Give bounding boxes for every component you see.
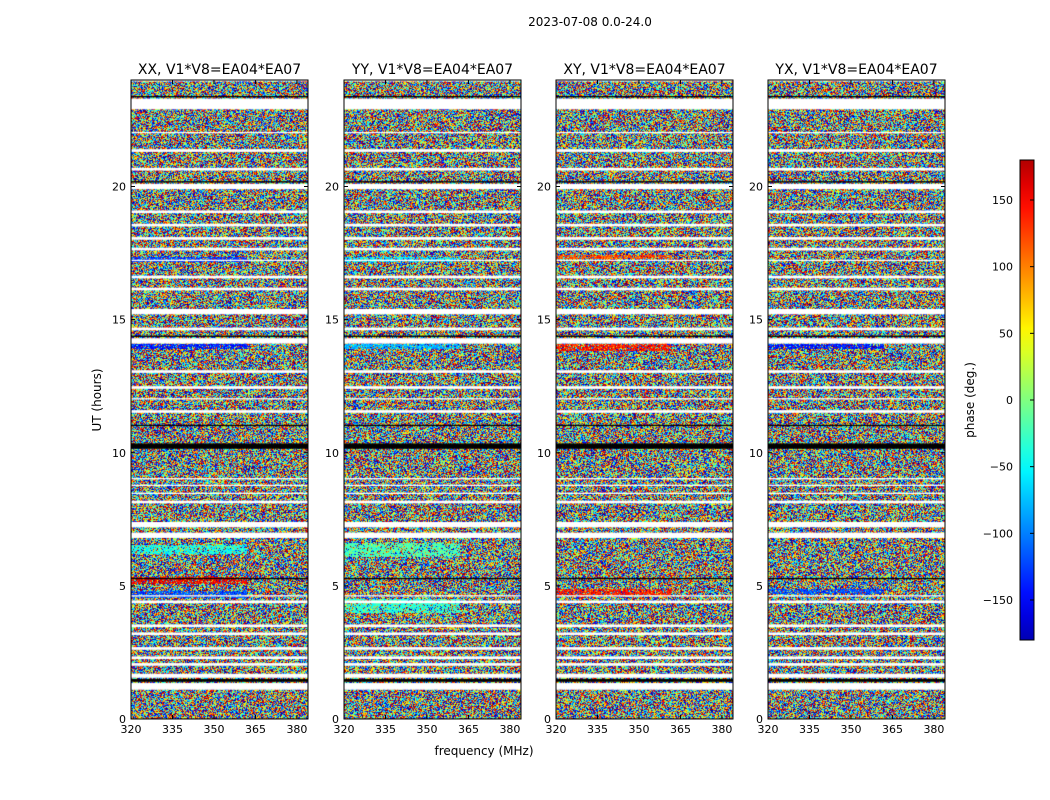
colorbar-tick-label: 100 bbox=[992, 261, 1013, 274]
panel-title: YY, V1*V8=EA04*EA07 bbox=[351, 62, 513, 78]
panel-frame bbox=[130, 79, 309, 720]
y-tick-label: 0 bbox=[756, 713, 763, 726]
phase-heatmap-xy bbox=[556, 80, 733, 719]
x-tick-label: 335 bbox=[587, 723, 608, 736]
panel-title: XY, V1*V8=EA04*EA07 bbox=[563, 62, 725, 78]
x-tick-label: 335 bbox=[375, 723, 396, 736]
panel-xy: XY, V1*V8=EA04*EA07 320 335 350 365 380 0 5 10 15… bbox=[537, 62, 734, 736]
colorbar-ticks: −150 −100 −50 0 50 100 150 bbox=[983, 194, 1034, 607]
y-tick-label: 10 bbox=[112, 447, 126, 460]
phase-heatmap-yx bbox=[768, 80, 945, 719]
y-tick-label: 15 bbox=[112, 314, 126, 327]
x-tick-label: 380 bbox=[286, 723, 307, 736]
panel-frame bbox=[555, 79, 734, 720]
x-tick-label: 380 bbox=[923, 723, 944, 736]
x-tick-label: 365 bbox=[458, 723, 479, 736]
panel-xx: XX, V1*V8=EA04*EA07 320 335 350 365 380 0 5 10 15… bbox=[112, 62, 309, 736]
panel-yx: YX, V1*V8=EA04*EA07 320 335 350 365 380 0 5 10 15… bbox=[749, 62, 946, 736]
phase-heatmap-xx bbox=[131, 80, 308, 719]
x-tick-label: 335 bbox=[162, 723, 183, 736]
y-tick-label: 10 bbox=[749, 447, 763, 460]
x-tick-label: 350 bbox=[840, 723, 861, 736]
colorbar-tick-label: −150 bbox=[983, 594, 1013, 607]
panel-frame bbox=[343, 79, 522, 720]
y-tick-label: 20 bbox=[749, 181, 763, 194]
y-tick-label: 10 bbox=[325, 447, 339, 460]
panels: XX, V1*V8=EA04*EA07 320 335 350 365 380 0 5 10 15… bbox=[112, 62, 946, 736]
y-tick-label: 5 bbox=[119, 580, 126, 593]
x-tick-label: 380 bbox=[711, 723, 732, 736]
x-tick-label: 320 bbox=[546, 723, 567, 736]
x-tick-label: 365 bbox=[882, 723, 903, 736]
y-tick-label: 20 bbox=[537, 181, 551, 194]
phase-heatmap-yy bbox=[344, 80, 521, 719]
y-tick-label: 20 bbox=[325, 181, 339, 194]
x-tick-label: 320 bbox=[758, 723, 779, 736]
x-tick-label: 320 bbox=[334, 723, 355, 736]
x-axis-label: frequency (MHz) bbox=[434, 744, 533, 758]
panel-yy: YY, V1*V8=EA04*EA07 320 335 350 365 380 0 5 10 15… bbox=[325, 62, 522, 736]
y-tick-label: 5 bbox=[332, 580, 339, 593]
y-tick-label: 15 bbox=[537, 314, 551, 327]
colorbar-tick-label: 0 bbox=[1006, 394, 1013, 407]
x-tick-label: 350 bbox=[203, 723, 224, 736]
colorbar-tick-label: 150 bbox=[992, 194, 1013, 207]
y-tick-label: 10 bbox=[537, 447, 551, 460]
y-tick-label: 5 bbox=[756, 580, 763, 593]
panel-frame bbox=[767, 79, 946, 720]
y-tick-label: 0 bbox=[544, 713, 551, 726]
y-axis-label: UT (hours) bbox=[90, 368, 104, 431]
x-tick-label: 350 bbox=[416, 723, 437, 736]
x-tick-label: 365 bbox=[670, 723, 691, 736]
panel-title: YX, V1*V8=EA04*EA07 bbox=[774, 62, 937, 78]
x-tick-label: 365 bbox=[245, 723, 266, 736]
colorbar-label: phase (deg.) bbox=[963, 362, 977, 438]
x-tick-label: 320 bbox=[121, 723, 142, 736]
panel-title: XX, V1*V8=EA04*EA07 bbox=[138, 62, 301, 78]
x-tick-label: 350 bbox=[628, 723, 649, 736]
y-tick-label: 0 bbox=[332, 713, 339, 726]
y-tick-label: 20 bbox=[112, 181, 126, 194]
colorbar-tick-label: −100 bbox=[983, 527, 1013, 540]
x-tick-label: 380 bbox=[499, 723, 520, 736]
y-tick-label: 15 bbox=[325, 314, 339, 327]
y-tick-label: 5 bbox=[544, 580, 551, 593]
colorbar-tick-label: −50 bbox=[990, 461, 1013, 474]
y-tick-label: 15 bbox=[749, 314, 763, 327]
x-tick-label: 335 bbox=[799, 723, 820, 736]
colorbar: −150 −100 −50 0 50 100 150 phase (deg.) bbox=[963, 159, 1035, 641]
colorbar-tick-label: 50 bbox=[999, 327, 1013, 340]
figure-suptitle: 2023-07-08 0.0-24.0 bbox=[528, 15, 652, 29]
y-tick-label: 0 bbox=[119, 713, 126, 726]
